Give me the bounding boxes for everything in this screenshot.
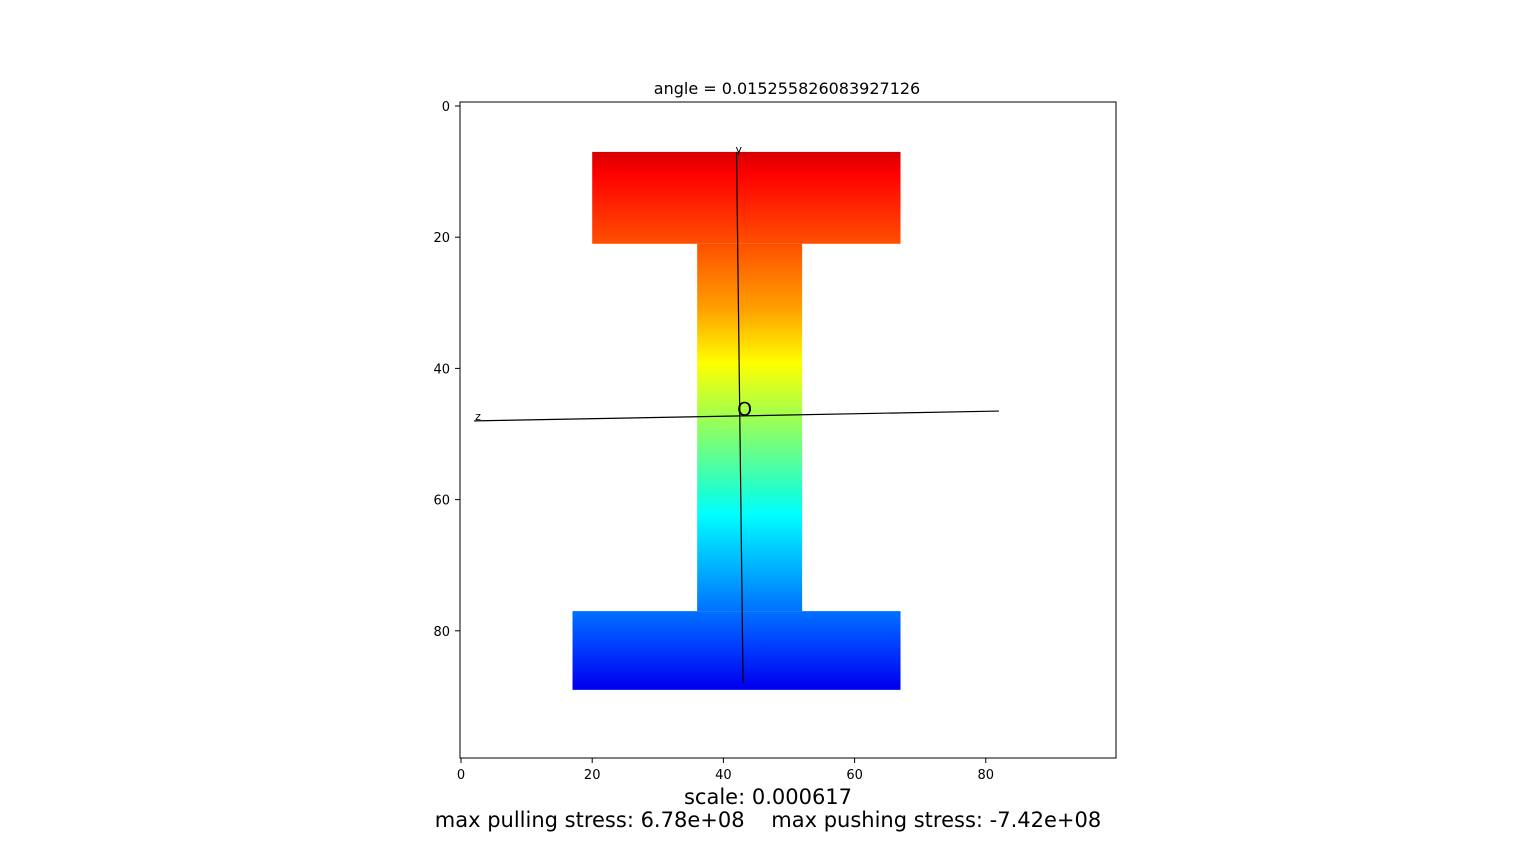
- z-axis-line: [474, 410, 999, 422]
- y-tick-label: 40: [433, 362, 450, 377]
- y-axis-line: [735, 151, 744, 684]
- z-axis-line-label: z: [475, 410, 481, 423]
- x-tick-label: 80: [978, 768, 995, 783]
- y-tick-label: 0: [442, 100, 450, 115]
- i-beam-shape: [572, 151, 901, 690]
- y-tick-label: 60: [433, 494, 450, 509]
- chart-title: angle = 0.015255826083927126: [654, 79, 920, 98]
- x-tick-label: 40: [715, 768, 732, 783]
- web: [697, 243, 803, 612]
- x-tick-label: 20: [584, 768, 601, 783]
- top-flange: [592, 151, 901, 244]
- scale-caption: scale: 0.000617: [683, 785, 853, 809]
- y-axis-line-label: y: [736, 143, 743, 156]
- y-tick-label: 20: [433, 231, 450, 246]
- x-axis-ticks: 0 20 40 60 80: [457, 758, 994, 783]
- y-tick-label: 80: [433, 625, 450, 640]
- section-axes: [474, 151, 999, 684]
- x-tick-label: 60: [846, 768, 863, 783]
- stress-caption: max pulling stress: 6.78e+08 max pushing…: [434, 808, 1102, 832]
- x-tick-label: 0: [457, 768, 465, 783]
- origin-label: O: [737, 398, 752, 420]
- bottom-flange: [572, 611, 901, 690]
- y-axis-ticks: 0 20 40 60 80: [433, 100, 460, 640]
